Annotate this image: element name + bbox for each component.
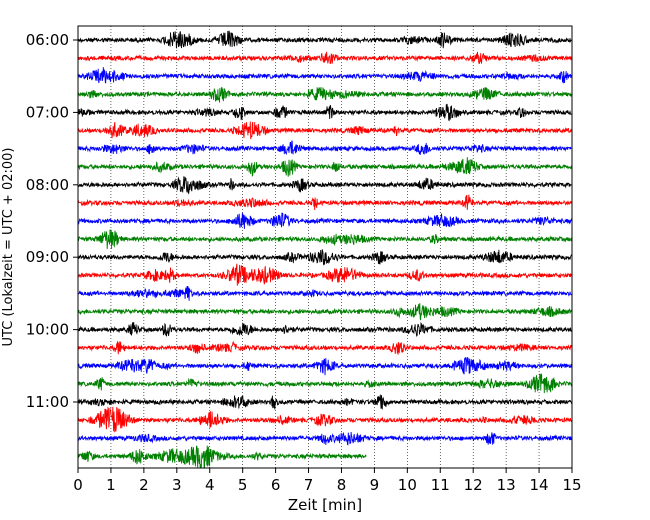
x-tick-label: 13 xyxy=(497,476,516,494)
trace-line xyxy=(77,140,572,156)
x-tick-label: 3 xyxy=(172,476,182,494)
x-tick-label: 2 xyxy=(139,476,149,494)
y-tick-label: 10:00 xyxy=(26,321,69,339)
trace-line xyxy=(77,394,573,411)
trace-line xyxy=(77,445,367,470)
trace-line xyxy=(77,67,573,84)
x-tick-label: 15 xyxy=(562,476,581,494)
x-tick-label: 9 xyxy=(370,476,380,494)
trace-line xyxy=(77,51,573,65)
x-axis: 0 1 2 3 4 5 6 7 8 9 10 11 12 13 14 15 xyxy=(73,468,582,494)
trace-line xyxy=(77,263,573,286)
trace-line xyxy=(77,321,572,337)
x-tick-label: 12 xyxy=(464,476,483,494)
trace-line xyxy=(77,103,572,122)
trace-group xyxy=(77,30,573,470)
trace-line xyxy=(77,121,573,140)
trace-line xyxy=(77,86,573,103)
trace-line xyxy=(77,249,573,266)
y-axis: 06:00 07:00 08:00 09:00 10:00 11:00 xyxy=(26,31,78,411)
y-tick-label: 08:00 xyxy=(26,176,69,194)
x-tick-label: 4 xyxy=(205,476,215,494)
x-tick-label: 0 xyxy=(73,476,83,494)
x-tick-label: 8 xyxy=(337,476,347,494)
x-tick-label: 11 xyxy=(431,476,450,494)
trace-line xyxy=(77,372,573,394)
trace-line xyxy=(77,212,573,229)
trace-line xyxy=(77,30,572,49)
x-tick-label: 14 xyxy=(530,476,549,494)
plot-frame xyxy=(77,25,573,469)
y-tick-label: 11:00 xyxy=(26,393,69,411)
trace-line xyxy=(77,285,572,301)
trace-line xyxy=(77,303,573,321)
trace-line xyxy=(77,229,573,250)
trace-line xyxy=(77,176,572,195)
trace-line xyxy=(77,194,573,211)
x-tick-label: 5 xyxy=(238,476,248,494)
x-tick-label: 6 xyxy=(271,476,281,494)
trace-line xyxy=(77,340,572,355)
y-tick-label: 06:00 xyxy=(26,31,69,49)
y-tick-label: 07:00 xyxy=(26,103,69,121)
x-tick-label: 10 xyxy=(398,476,417,494)
y-axis-label: UTC (Lokalzeit = UTC + 02:00) xyxy=(1,148,16,347)
trace-line xyxy=(77,357,573,376)
trace-line xyxy=(77,406,573,433)
trace-line xyxy=(77,431,573,446)
x-tick-label: 7 xyxy=(304,476,314,494)
x-tick-label: 1 xyxy=(106,476,116,494)
y-tick-label: 09:00 xyxy=(26,248,69,266)
x-axis-label: Zeit [min] xyxy=(288,496,362,514)
trace-line xyxy=(77,157,573,178)
